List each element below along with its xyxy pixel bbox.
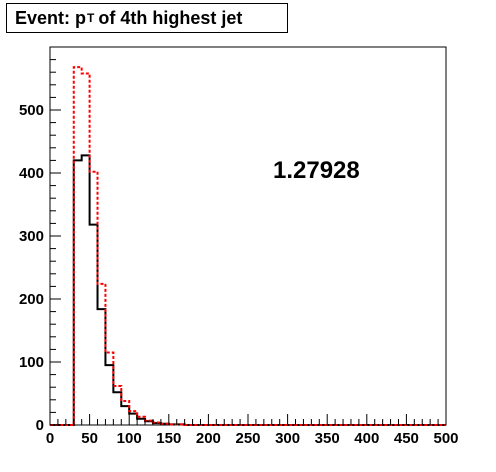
x-tick-label: 350 xyxy=(315,430,340,447)
y-tick-label: 100 xyxy=(19,354,44,371)
histogram-series-2 xyxy=(50,66,446,426)
y-tick-label: 400 xyxy=(19,165,44,182)
x-tick-label: 0 xyxy=(46,430,54,447)
histogram-series-1 xyxy=(50,154,446,426)
x-tick-label: 400 xyxy=(354,430,379,447)
title-subscript: T xyxy=(87,11,95,25)
y-tick-label: 500 xyxy=(19,102,44,119)
x-tick-label: 50 xyxy=(81,430,98,447)
x-tick-label: 100 xyxy=(117,430,142,447)
y-tick-label: 200 xyxy=(19,291,44,308)
x-tick-label: 150 xyxy=(156,430,181,447)
x-tick-label: 200 xyxy=(196,430,221,447)
title-suffix: of 4th highest jet xyxy=(98,7,243,28)
x-tick-label: 250 xyxy=(235,430,260,447)
y-tick-label: 300 xyxy=(19,228,44,245)
x-tick-label: 450 xyxy=(394,430,419,447)
y-tick-label: 0 xyxy=(36,417,44,434)
x-tick-label: 500 xyxy=(433,430,458,447)
title-prefix: Event: p xyxy=(15,7,87,28)
x-tick-label: 300 xyxy=(275,430,300,447)
plot-frame xyxy=(49,46,447,426)
histogram-series-group xyxy=(50,66,446,426)
chart-annotation: 1.27928 xyxy=(273,157,360,184)
axes-group: 0 50 100 150 200 250 300 350 400 450 500 0 100 200 300… xyxy=(19,46,459,447)
